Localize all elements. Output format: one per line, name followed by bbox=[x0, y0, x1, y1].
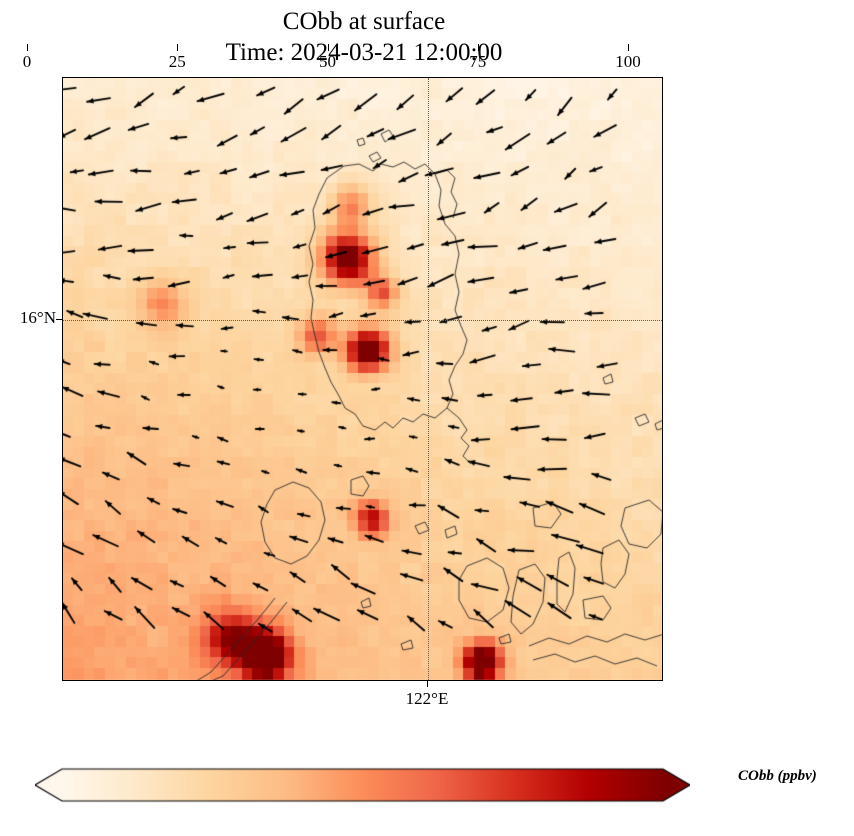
y-axis-label-16N: 16°N bbox=[19, 308, 56, 327]
x-tick-mark bbox=[427, 681, 428, 687]
colorbar-title: CObb (ppbv) bbox=[738, 768, 817, 784]
colorbar-gradient bbox=[35, 763, 690, 807]
figure-title: CObb at surface Time: 2024-03-21 12:00:0… bbox=[0, 6, 728, 68]
gridline-latitude-16N bbox=[63, 320, 662, 321]
colorbar-tick-100 bbox=[628, 44, 629, 51]
colorbar[interactable] bbox=[35, 763, 690, 807]
x-axis-label-122E: 122°E bbox=[405, 689, 449, 708]
title-line-time: Time: 2024-03-21 12:00:00 bbox=[225, 39, 503, 66]
colorbar-tick-label-0: 0 bbox=[22, 52, 32, 71]
colorbar-tick-label-50: 50 bbox=[319, 52, 336, 71]
colorbar-tick-75 bbox=[477, 44, 479, 51]
wind-vector-overlay bbox=[63, 78, 662, 680]
colorbar-tick-0 bbox=[27, 44, 28, 51]
y-tick-mark bbox=[56, 319, 62, 320]
colorbar-tick-label-75: 75 bbox=[469, 52, 487, 71]
colorbar-tick-label-25: 25 bbox=[168, 52, 186, 71]
colorbar-tick-group: 0 25 50 75 100 bbox=[23, 44, 641, 78]
colorbar-tick-50 bbox=[327, 44, 329, 51]
colorbar-tick-25 bbox=[177, 44, 179, 51]
map-plot-area[interactable] bbox=[62, 77, 663, 681]
colorbar-tick-label-100: 100 bbox=[615, 52, 641, 71]
gridline-longitude-122E bbox=[428, 78, 429, 680]
title-line-variable: CObb at surface bbox=[282, 8, 446, 35]
